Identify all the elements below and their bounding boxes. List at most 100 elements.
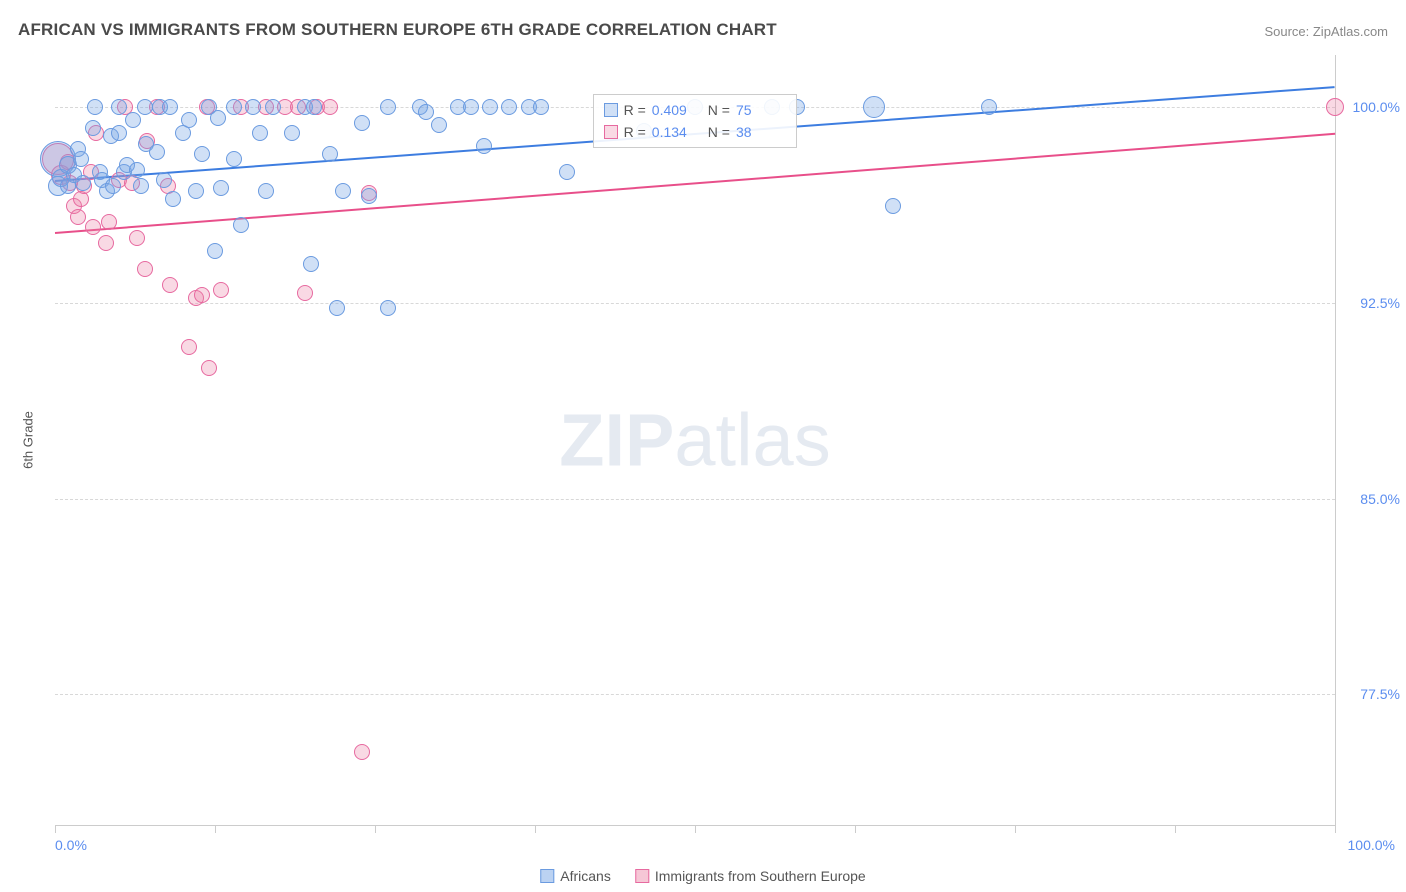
data-point [354, 115, 370, 131]
data-point [1326, 98, 1344, 116]
scatter-chart: ZIPatlas 77.5%85.0%92.5%100.0%0.0%100.0%… [55, 55, 1336, 826]
data-point [501, 99, 517, 115]
chart-title: AFRICAN VS IMMIGRANTS FROM SOUTHERN EURO… [18, 20, 777, 40]
data-point [156, 172, 172, 188]
y-tick-label: 92.5% [1340, 295, 1400, 311]
stat-r-value: 0.409 [652, 102, 702, 118]
bottom-legend: Africans Immigrants from Southern Europe [540, 868, 865, 884]
watermark-light: atlas [674, 399, 830, 482]
data-point [226, 151, 242, 167]
legend-swatch [540, 869, 554, 883]
data-point [210, 110, 226, 126]
data-point [98, 235, 114, 251]
data-point [863, 96, 885, 118]
x-tick [1015, 825, 1016, 833]
x-min-label: 0.0% [55, 837, 87, 853]
data-point [111, 125, 127, 141]
legend-swatch [635, 869, 649, 883]
stat-r-label: R = [624, 124, 646, 140]
data-point [265, 99, 281, 115]
stats-legend-row: R = 0.134 N = 38 [604, 121, 786, 143]
legend-label: Africans [560, 868, 611, 884]
legend-item: Africans [540, 868, 611, 884]
data-point [87, 99, 103, 115]
data-point [284, 125, 300, 141]
data-point [85, 120, 101, 136]
watermark-bold: ZIP [559, 399, 674, 482]
data-point [133, 178, 149, 194]
data-point [201, 360, 217, 376]
data-point [306, 99, 322, 115]
data-point [105, 178, 121, 194]
data-point [233, 217, 249, 233]
x-tick [1175, 825, 1176, 833]
x-tick [535, 825, 536, 833]
data-point [482, 99, 498, 115]
x-tick [55, 825, 56, 833]
y-tick-label: 85.0% [1340, 491, 1400, 507]
data-point [207, 243, 223, 259]
data-point [335, 183, 351, 199]
stat-r-value: 0.134 [652, 124, 702, 140]
gridline [55, 303, 1335, 304]
data-point [354, 744, 370, 760]
data-point [463, 99, 479, 115]
stats-legend: R = 0.409 N = 75 R = 0.134 N = 38 [593, 94, 797, 148]
data-point [533, 99, 549, 115]
data-point [252, 125, 268, 141]
data-point [194, 287, 210, 303]
stats-legend-row: R = 0.409 N = 75 [604, 99, 786, 121]
y-axis-label: 6th Grade [21, 411, 36, 469]
stat-n-value: 75 [736, 102, 786, 118]
legend-swatch [604, 103, 618, 117]
data-point [559, 164, 575, 180]
legend-item: Immigrants from Southern Europe [635, 868, 866, 884]
legend-label: Immigrants from Southern Europe [655, 868, 866, 884]
y-tick-label: 77.5% [1340, 686, 1400, 702]
stat-n-label: N = [708, 102, 730, 118]
gridline [55, 694, 1335, 695]
x-tick [855, 825, 856, 833]
data-point [981, 99, 997, 115]
data-point [85, 219, 101, 235]
stat-r-label: R = [624, 102, 646, 118]
x-tick [695, 825, 696, 833]
data-point [137, 99, 153, 115]
data-point [149, 144, 165, 160]
x-tick [215, 825, 216, 833]
data-point [162, 99, 178, 115]
data-point [213, 282, 229, 298]
x-tick [375, 825, 376, 833]
x-tick [1335, 825, 1336, 833]
data-point [70, 209, 86, 225]
data-point [226, 99, 242, 115]
data-point [380, 300, 396, 316]
data-point [165, 191, 181, 207]
data-point [361, 188, 377, 204]
data-point [194, 146, 210, 162]
data-point [322, 99, 338, 115]
data-point [181, 112, 197, 128]
stat-n-label: N = [708, 124, 730, 140]
data-point [418, 104, 434, 120]
source-attribution: Source: ZipAtlas.com [1264, 24, 1388, 39]
data-point [329, 300, 345, 316]
data-point [245, 99, 261, 115]
data-point [137, 261, 153, 277]
data-point [162, 277, 178, 293]
data-point [125, 112, 141, 128]
data-point [73, 151, 89, 167]
data-point [303, 256, 319, 272]
data-point [101, 214, 117, 230]
data-point [297, 285, 313, 301]
data-point [885, 198, 901, 214]
data-point [129, 230, 145, 246]
legend-swatch [604, 125, 618, 139]
data-point [181, 339, 197, 355]
watermark: ZIPatlas [559, 398, 830, 483]
data-point [213, 180, 229, 196]
data-point [75, 175, 91, 191]
stat-n-value: 38 [736, 124, 786, 140]
data-point [322, 146, 338, 162]
data-point [380, 99, 396, 115]
